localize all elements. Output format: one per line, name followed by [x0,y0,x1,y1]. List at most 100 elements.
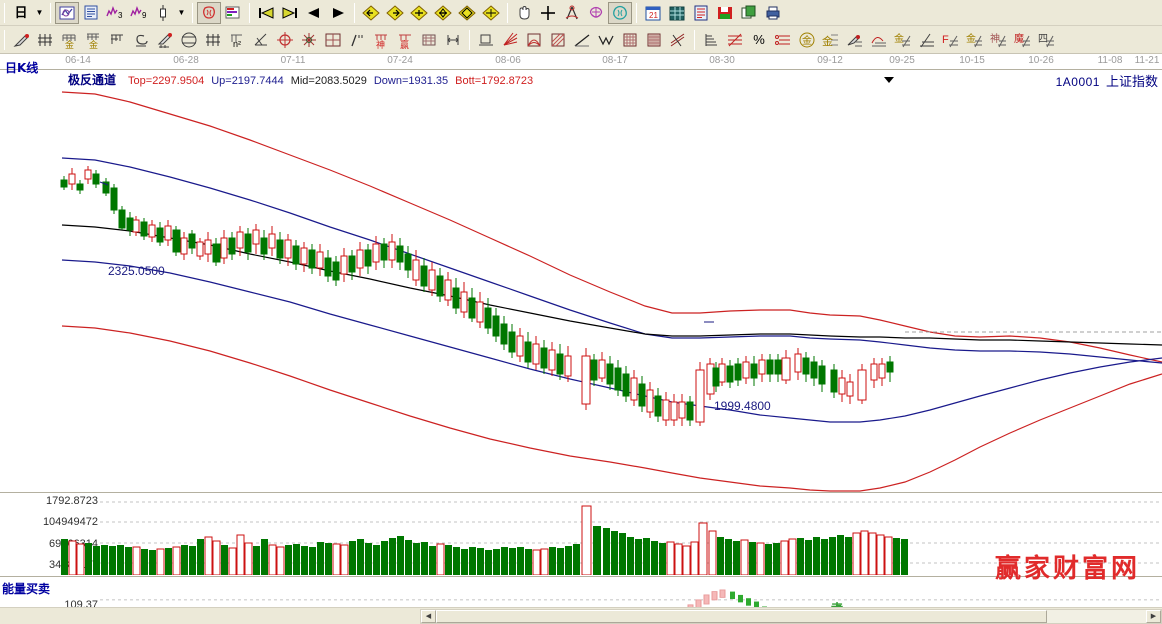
scroll-right-arrow[interactable]: ▶ [1146,609,1161,623]
measure-tool[interactable] [345,29,369,51]
channel-up-value: 2197.7444 [231,75,284,87]
slope-tool[interactable] [915,29,939,51]
trendline-tool[interactable] [570,29,594,51]
scrollbar-track[interactable] [436,609,1146,623]
notes-button[interactable] [689,2,713,24]
date-tick: 08-17 [602,55,628,66]
mo-slope-tool[interactable]: 魔 [1011,29,1035,51]
fib-fan-icon [111,34,123,44]
frame-tool[interactable] [321,29,345,51]
box-tool[interactable] [474,29,498,51]
percent-cross-tool[interactable] [723,29,747,51]
ying-tool[interactable]: 赢 [393,29,417,51]
scrollbar-thumb[interactable] [436,609,1047,623]
shen-tool[interactable]: 神 [369,29,393,51]
arc-box-tool[interactable] [522,29,546,51]
save-button[interactable] [713,2,737,24]
step-forward-button[interactable] [326,2,350,24]
zoom-out-button[interactable] [431,2,455,24]
report-view-button[interactable] [79,2,103,24]
zoom-fit-button[interactable] [455,2,479,24]
gold-lines-icon: 金 [822,34,838,48]
target-tool[interactable] [273,29,297,51]
multi-chart-3-button[interactable]: 3 [103,2,127,24]
parallel-tool[interactable] [666,29,690,51]
compass-draw-button[interactable] [560,2,584,24]
period-day-button[interactable]: 日 [9,2,33,24]
angle-tool[interactable] [249,29,273,51]
notebook-icon [694,5,708,20]
jump-first-button[interactable] [254,2,278,24]
crosshair-button[interactable] [536,2,560,24]
f-slope-tool[interactable]: F [939,29,963,51]
candle-style-arrow[interactable]: ▼ [175,2,188,24]
data-grid-button[interactable] [665,2,689,24]
indicator-panel-button[interactable] [197,1,221,24]
gold-lines-tool[interactable]: 金 [819,29,843,51]
grid-dense-icon [647,33,661,46]
brain-analysis-button[interactable] [608,1,632,24]
toolbar-separator [249,2,250,23]
si-slope-tool[interactable]: 四 [1035,29,1059,51]
pen-hl-tool[interactable] [153,29,177,51]
grid-dense-tool[interactable] [642,29,666,51]
gold-circle-icon: 金 [799,32,815,47]
kline-view-button[interactable] [55,1,79,24]
candle-style-button[interactable] [151,2,175,24]
zoom-right-button[interactable] [383,2,407,24]
print-button[interactable] [761,2,785,24]
svg-text:n²: n² [233,39,241,49]
circle-scale-tool[interactable] [177,29,201,51]
color-bars-button[interactable] [221,2,245,24]
percent-cross-icon [728,33,742,46]
gold-ratio-tool-1[interactable]: 金 [57,29,81,51]
square-n2-icon: n² [231,34,242,49]
diamond-plus-icon [410,4,428,21]
spiral-tool[interactable] [129,29,153,51]
zigzag-tool[interactable] [594,29,618,51]
calendar-button[interactable]: 21 [641,2,665,24]
chart-area[interactable]: 06-14 06-28 07-11 07-24 08-06 08-17 08-3… [0,55,1162,624]
copy-button[interactable] [737,2,761,24]
gold-slope-tool[interactable]: 金 [963,29,987,51]
zoom-in-button[interactable] [407,2,431,24]
gold-scale-tool[interactable]: 金 [891,29,915,51]
grid-fine-tool[interactable] [618,29,642,51]
energy-panel-divider [0,576,1162,577]
pen-highlight-icon [157,32,172,48]
report-list-icon [84,5,98,20]
pen-scale-icon [847,34,862,46]
pen-draw-tool[interactable] [9,29,33,51]
pen-scale-tool[interactable] [843,29,867,51]
star-burst-tool[interactable] [297,29,321,51]
shape-draw-button[interactable] [584,2,608,24]
zoom-reset-button[interactable] [479,2,503,24]
step-back-button[interactable] [302,2,326,24]
fib-fan-tool[interactable] [105,29,129,51]
pan-hand-button[interactable] [512,2,536,24]
jump-last-button[interactable] [278,2,302,24]
gold-circle-tool[interactable]: 金 [795,29,819,51]
period-dropdown-arrow[interactable]: ▼ [33,2,46,24]
gann-grid-tool[interactable] [33,29,57,51]
price-chart[interactable] [0,70,1162,492]
multi-chart-9-button[interactable]: 9 [127,2,151,24]
fan-red-tool[interactable] [498,29,522,51]
volume-panel-divider [0,492,1162,493]
ladder-tool[interactable] [417,29,441,51]
square-n2-tool[interactable]: n² [225,29,249,51]
shen-slope-tool[interactable]: 神 [987,29,1011,51]
percent-lines-tool[interactable] [771,29,795,51]
grid-lines-tool[interactable] [201,29,225,51]
percent-tool[interactable]: % [747,29,771,51]
stairs-tool[interactable] [699,29,723,51]
zoom-left-button[interactable] [359,2,383,24]
mesh-box-tool[interactable] [546,29,570,51]
scroll-left-arrow[interactable]: ◀ [421,609,436,623]
svg-text:21: 21 [649,11,658,20]
volume-chart[interactable] [0,493,1162,575]
horizontal-scrollbar[interactable]: ◀ ▶ [420,608,1162,624]
gold-ratio-tool-2[interactable]: 金 [81,29,105,51]
span-tool[interactable] [441,29,465,51]
arc-scale-tool[interactable] [867,29,891,51]
